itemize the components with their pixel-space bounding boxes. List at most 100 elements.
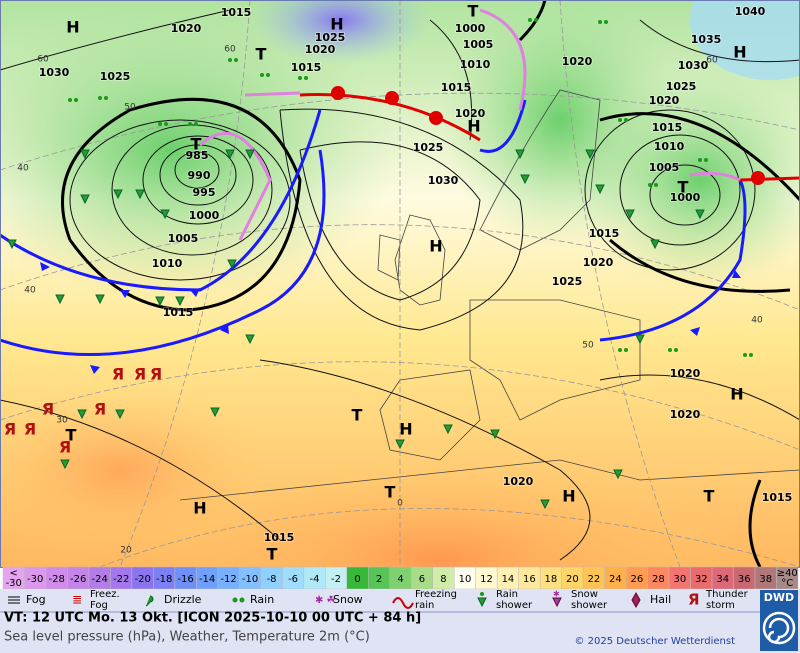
scale-label: -4 bbox=[310, 574, 320, 585]
scale-label: 16 bbox=[523, 574, 536, 585]
rain-symbol bbox=[698, 158, 702, 162]
rain-shower-symbol bbox=[515, 149, 525, 160]
rain-shower-symbol bbox=[625, 209, 635, 220]
legend-label: rain bbox=[415, 600, 434, 611]
scale-label: 0 bbox=[354, 574, 360, 585]
graticule-label: 60 bbox=[37, 55, 49, 65]
isobar-label: 1025 bbox=[552, 275, 583, 288]
rain-shower-symbol bbox=[540, 499, 550, 510]
rain-symbol bbox=[194, 122, 198, 126]
legend-label: storm bbox=[706, 600, 735, 611]
copyright: © 2025 Deutscher Wetterdienst bbox=[574, 636, 735, 647]
description: Sea level pressure (hPa), Weather, Tempe… bbox=[4, 630, 370, 645]
rain-symbol bbox=[648, 183, 652, 187]
scale-label: 6 bbox=[419, 574, 425, 585]
legend-label: Drizzle bbox=[164, 593, 202, 606]
scale-label: 4 bbox=[397, 574, 403, 585]
legend-label: Snow bbox=[571, 589, 598, 600]
scale-label: -24 bbox=[92, 574, 108, 585]
rain-symbol bbox=[68, 98, 72, 102]
legend-icon: ✱ ☘ bbox=[315, 595, 336, 606]
isobar-label: 1025 bbox=[413, 141, 444, 154]
thunderstorm-symbol: Я bbox=[4, 420, 16, 439]
rain-symbol bbox=[749, 353, 753, 357]
pressure-center: T bbox=[352, 406, 363, 425]
legend-icon bbox=[239, 597, 245, 603]
main-isobars bbox=[61, 0, 800, 567]
rain-symbol bbox=[674, 348, 678, 352]
scale-label: 2 bbox=[376, 574, 382, 585]
isobar-label: 985 bbox=[186, 149, 209, 162]
rain-symbol bbox=[598, 20, 602, 24]
isobar-label: 1010 bbox=[654, 140, 685, 153]
graticule-label: 30 bbox=[56, 416, 68, 426]
isobar-label: 1040 bbox=[735, 5, 766, 18]
isobar-label: 1020 bbox=[649, 94, 680, 107]
pressure-center: H bbox=[562, 487, 575, 506]
pressure-center: T bbox=[256, 45, 267, 64]
scale-label: 8 bbox=[440, 574, 446, 585]
color-scale: <-30 -30 -28 -26 -24 -22 -20 -18 -16 -14 -12 -10 -8-… bbox=[2, 566, 799, 590]
pressure-center: H bbox=[330, 15, 343, 34]
scale-label: -30 bbox=[27, 574, 43, 585]
isobar-label: 990 bbox=[188, 169, 211, 182]
rain-shower-symbol bbox=[135, 189, 145, 200]
isobar-label: 1030 bbox=[678, 59, 709, 72]
rain-shower-symbol bbox=[225, 149, 235, 160]
isobar-label: 1005 bbox=[463, 38, 494, 51]
rain-symbol bbox=[528, 18, 532, 22]
rain-symbol bbox=[304, 76, 308, 80]
rain-symbol bbox=[654, 183, 658, 187]
scale-label: 34 bbox=[716, 574, 729, 585]
isobar-label: 1005 bbox=[649, 161, 680, 174]
pressure-center: T bbox=[385, 483, 396, 502]
scale-label: 28 bbox=[652, 574, 665, 585]
rain-symbol bbox=[228, 58, 232, 62]
rain-shower-symbol bbox=[595, 184, 605, 195]
isobar-label: 1015 bbox=[291, 61, 322, 74]
legend-icon bbox=[631, 591, 641, 609]
graticule-label: 50 bbox=[124, 103, 136, 113]
pressure-center: H bbox=[429, 237, 442, 256]
rain-symbol bbox=[104, 96, 108, 100]
isobar-label: 995 bbox=[193, 186, 216, 199]
scale-label: -30 bbox=[6, 578, 22, 589]
logo-text: DWD bbox=[764, 591, 794, 604]
scale-label: 24 bbox=[609, 574, 622, 585]
pressure-center: H bbox=[193, 499, 206, 518]
graticule-label: 40 bbox=[17, 164, 29, 174]
scale-label: 10 bbox=[459, 574, 472, 585]
legend-label: Rain bbox=[250, 593, 274, 606]
pressure-center: H bbox=[733, 43, 746, 62]
pressure-center: H bbox=[66, 18, 79, 37]
legend-label: Fog bbox=[90, 600, 108, 611]
legend-label: Rain bbox=[496, 589, 518, 600]
rain-shower-symbol bbox=[77, 409, 87, 420]
isobar-label: 1000 bbox=[189, 209, 220, 222]
isobar-label: 1010 bbox=[460, 58, 491, 71]
isobar-label: 1000 bbox=[670, 191, 701, 204]
scale-label: -16 bbox=[177, 574, 193, 585]
rain-symbol bbox=[618, 348, 622, 352]
rain-shower-symbol bbox=[175, 296, 185, 307]
occluded-front bbox=[199, 8, 741, 241]
rain-shower-symbol bbox=[395, 439, 405, 450]
pressure-center: T bbox=[678, 178, 689, 197]
graticule-label: 60 bbox=[706, 56, 718, 66]
isobar-label: 1020 bbox=[503, 475, 534, 488]
isobar-label: 1015 bbox=[264, 531, 295, 544]
rain-symbol bbox=[618, 118, 622, 122]
rain-shower-symbol bbox=[490, 429, 500, 440]
isobar-label: 1020 bbox=[455, 107, 486, 120]
legend-icon: ✱ bbox=[553, 590, 560, 599]
rain-symbol bbox=[188, 122, 192, 126]
isobar-label: 1020 bbox=[171, 22, 202, 35]
rain-symbol bbox=[624, 118, 628, 122]
rain-symbol bbox=[298, 76, 302, 80]
scale-label: -2 bbox=[331, 574, 341, 585]
scale-label: -18 bbox=[156, 574, 172, 585]
isobar-label: 1020 bbox=[583, 256, 614, 269]
pressure-center: T bbox=[191, 135, 202, 154]
